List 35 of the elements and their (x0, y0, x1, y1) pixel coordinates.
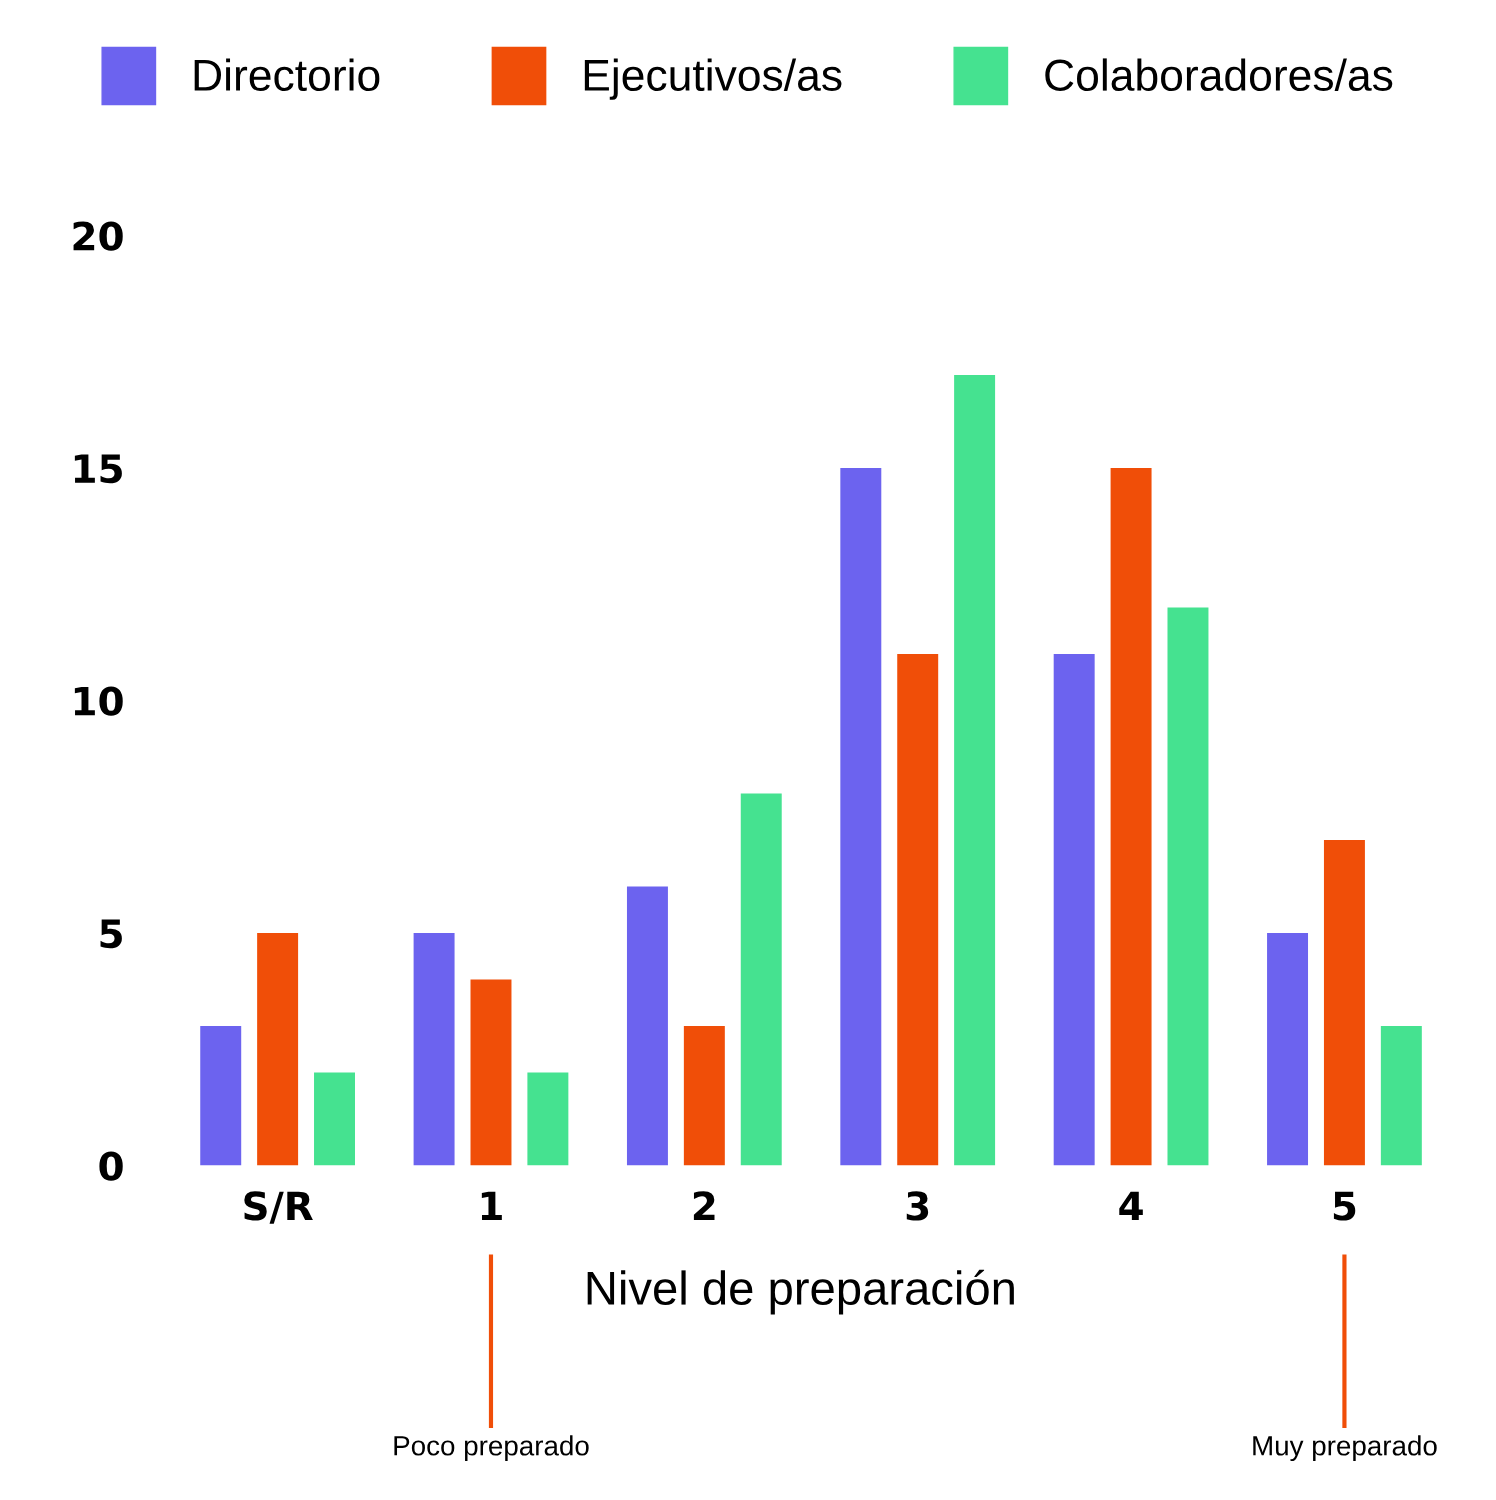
bar (897, 654, 939, 1166)
bar (1380, 1026, 1422, 1166)
bar (1167, 607, 1209, 1166)
bar (1323, 840, 1365, 1166)
legend-label: Directorio (194, 58, 380, 92)
x-tick-label: 5 (1333, 1191, 1356, 1221)
bar (1053, 654, 1095, 1166)
bar (740, 793, 782, 1166)
y-tick-label: 0 (99, 1151, 123, 1181)
bar (683, 1026, 725, 1166)
x-tick-label: S/R (244, 1191, 313, 1224)
legend-label: Colaboradores/as (1045, 58, 1393, 92)
bar (257, 933, 299, 1166)
bar (1110, 468, 1152, 1166)
x-tick-label: 4 (1119, 1191, 1143, 1221)
bar (200, 1026, 242, 1166)
y-tick-label: 15 (74, 454, 122, 484)
bar (527, 1072, 569, 1166)
x-axis-title: Nivel de preparación (587, 1269, 1014, 1315)
x-tick-label: 1 (481, 1191, 502, 1221)
x-tick-label: 3 (906, 1191, 929, 1221)
legend-label: Ejecutivos/as (584, 58, 842, 100)
annotation: Poco preparado (394, 1435, 589, 1462)
annotation: Muy preparado (1253, 1435, 1437, 1462)
y-tick-label: 10 (74, 686, 123, 716)
bar (470, 979, 512, 1166)
bar (1267, 933, 1309, 1166)
bar (954, 375, 996, 1166)
bar (413, 933, 455, 1166)
bar (840, 468, 882, 1166)
bar (314, 1072, 355, 1166)
x-tick-label: 2 (693, 1191, 715, 1221)
y-tick-label: 20 (73, 221, 123, 251)
bar (626, 886, 668, 1166)
y-tick-label: 5 (100, 919, 122, 949)
